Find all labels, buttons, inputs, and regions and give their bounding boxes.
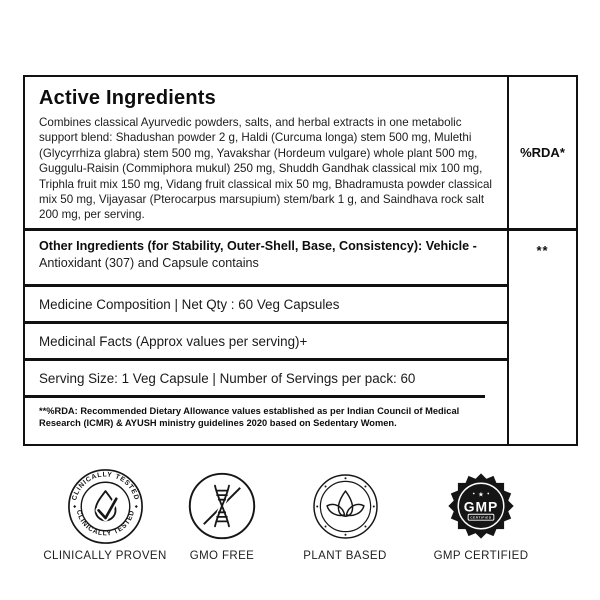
badge-label: PLANT BASED (303, 550, 387, 562)
badge-label: CLINICALLY PROVEN (43, 550, 167, 562)
gmp-seal-art: ★ GMP CERTIFIED (448, 467, 514, 545)
rda-header-cell: %RDA* (509, 77, 576, 231)
badge-label: GMO FREE (189, 550, 255, 562)
ingredients-table-left-column: Active Ingredients Combines classical Ay… (25, 77, 507, 444)
seal-certified-text: CERTIFIED (470, 516, 491, 520)
rda-note-mark-cell: ** (536, 243, 549, 258)
seal-star: ★ (478, 490, 484, 498)
badge-gmp-certified: ★ GMP CERTIFIED GMP CERTIFIED (401, 467, 561, 562)
lotus-petals-shape (325, 489, 365, 517)
active-ingredients-description: Combines classical Ayurvedic powders, sa… (39, 116, 492, 222)
ingredients-table-rda-column: %RDA* ** (507, 77, 576, 444)
rda-footnote: **%RDA: Recommended Dietary Allowance va… (25, 395, 485, 444)
badge-clinically-proven: CLINICALLY TESTED CLINICALLY TESTED CLIN… (25, 467, 185, 562)
gmp-seal-icon: ★ GMP CERTIFIED (448, 473, 514, 539)
ring-dots (315, 476, 375, 536)
active-ingredients-title: Active Ingredients (39, 87, 216, 109)
ingredients-table: Active Ingredients Combines classical Ay… (23, 75, 578, 446)
badge-gmo-free: GMO FREE (142, 467, 302, 562)
no-gmo-dna-icon (188, 472, 256, 540)
medicinal-facts-row: Medicinal Facts (Approx values per servi… (25, 321, 507, 358)
other-ingredients-section: Other Ingredients (for Stability, Outer-… (25, 228, 507, 284)
badge-label: GMP CERTIFIED (433, 550, 529, 562)
svg-text:CLINICALLY TESTED: CLINICALLY TESTED (71, 471, 140, 501)
other-ingredients-bold-line: Other Ingredients (for Stability, Outer-… (39, 239, 477, 253)
active-ingredients-section: Active Ingredients Combines classical Ay… (25, 77, 507, 228)
lotus-icon (312, 473, 378, 539)
serving-size-row: Serving Size: 1 Veg Capsule | Number of … (25, 358, 507, 395)
clinical-stamp-art: CLINICALLY TESTED CLINICALLY TESTED (67, 467, 144, 545)
clinical-stamp-icon: CLINICALLY TESTED CLINICALLY TESTED (67, 468, 143, 544)
other-ingredients-regular-line: Antioxidant (307) and Capsule contains (39, 255, 259, 270)
stamp-top-text: CLINICALLY TESTED (71, 471, 139, 501)
plant-based-art (312, 467, 379, 545)
dna-helix-shape (214, 484, 230, 528)
medicine-composition-row: Medicine Composition | Net Qty : 60 Veg … (25, 284, 507, 321)
checkmark-shape (96, 496, 118, 519)
badge-plant-based: PLANT BASED (265, 467, 425, 562)
no-gmo-art (187, 467, 257, 545)
seal-gmp-text: GMP (464, 499, 499, 515)
